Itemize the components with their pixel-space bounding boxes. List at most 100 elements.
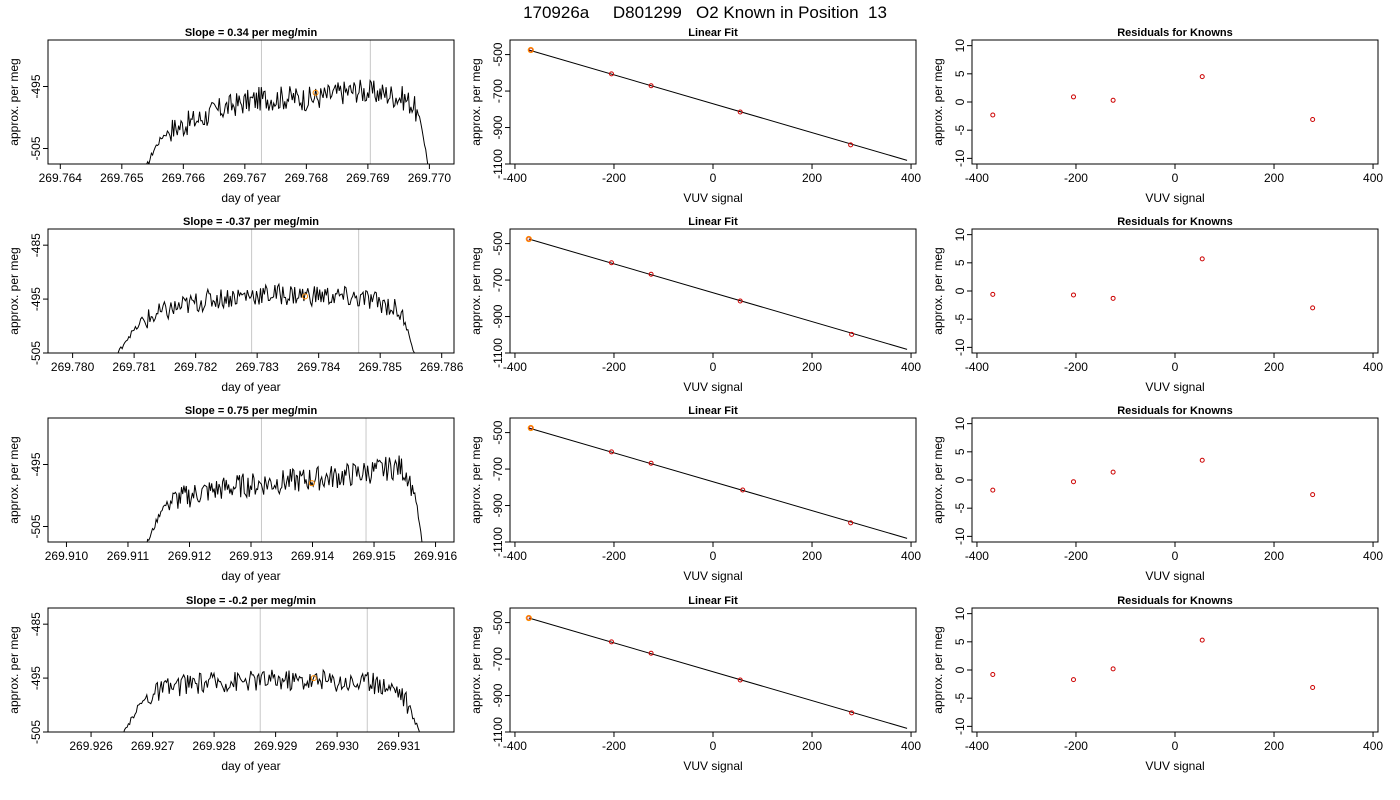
plot-area [525, 614, 908, 729]
data-point [1310, 492, 1316, 498]
y-tick-label: -495 [29, 74, 43, 98]
data-point [737, 109, 743, 115]
x-tick-label: 200 [802, 739, 822, 753]
data-point [1110, 469, 1116, 475]
x-tick-label: 269.926 [69, 739, 113, 753]
panel-title: Slope = -0.37 per meg/min [183, 216, 319, 228]
x-tick-label: -400 [503, 549, 527, 563]
panel-5: Linear Fit -400 -200 0 200 400 -500 -700 -900 -11… [469, 216, 921, 394]
x-axis-label: VUV signal [1145, 569, 1204, 583]
y-axis-label: approx. per meg [931, 436, 945, 523]
x-axis-label: VUV signal [683, 569, 742, 583]
x-tick-label: 269.928 [192, 739, 236, 753]
x-tick-label: -400 [965, 171, 989, 185]
data-point [1199, 457, 1205, 463]
panels: Slope = 0.34 per meg/min 269.764 269.765 26… [7, 27, 1383, 773]
data-point [740, 487, 746, 493]
data-point [849, 331, 855, 337]
data-point [648, 83, 654, 89]
x-tick-label: 269.931 [377, 739, 421, 753]
plot-frame [971, 39, 1379, 165]
x-axis-label: day of year [221, 380, 280, 394]
highlight-point [525, 614, 532, 622]
y-tick-label: -700 [491, 268, 505, 292]
plot-area [527, 424, 908, 539]
x-tick-label: -200 [1064, 549, 1088, 563]
plot-area [990, 256, 1316, 311]
y-tick-label: -900 [491, 683, 505, 707]
plot-frame [971, 417, 1379, 543]
x-tick-label: 269.914 [291, 549, 335, 563]
x-tick-label: 0 [710, 739, 717, 753]
y-axis-label: approx. per meg [7, 58, 21, 145]
x-tick-label: -200 [1064, 171, 1088, 185]
y-axis-label: approx. per meg [7, 247, 21, 334]
series-line [146, 79, 429, 164]
data-point [1071, 479, 1076, 485]
plot-frame [971, 607, 1379, 733]
y-tick-label: 0 [953, 666, 967, 673]
plot-area [990, 74, 1316, 122]
x-tick-label: -400 [965, 739, 989, 753]
y-tick-label: -5 [953, 314, 967, 325]
panel-title: Slope = 0.34 per meg/min [185, 27, 318, 39]
panel-1: Slope = 0.34 per meg/min 269.764 269.765 26… [7, 27, 455, 205]
data-point [609, 449, 614, 455]
data-point [848, 520, 854, 526]
data-point [1071, 292, 1076, 298]
plot-area [123, 608, 421, 732]
x-tick-label: 0 [1172, 171, 1179, 185]
data-point [1071, 677, 1076, 683]
y-tick-label: -485 [29, 233, 43, 257]
panel-2: Linear Fit -400 -200 0 200 400 -500 -700 -900 -11… [469, 27, 921, 205]
x-tick-label: 400 [901, 549, 921, 563]
x-tick-label: 200 [1264, 171, 1284, 185]
x-axis-label: VUV signal [1145, 759, 1204, 773]
data-point [1199, 256, 1205, 262]
y-tick-label: 10 [953, 417, 967, 431]
x-tick-label: 269.781 [112, 360, 156, 374]
x-axis-label: day of year [221, 191, 280, 205]
y-tick-label: -505 [29, 136, 43, 160]
x-tick-label: 400 [1363, 171, 1383, 185]
panel-11: Linear Fit -400 -200 0 200 400 -500 -700 -900 -11… [469, 595, 921, 773]
y-tick-label: -500 [491, 42, 505, 66]
panel-8: Linear Fit -400 -200 0 200 400 -500 -700 -900 -11… [469, 405, 921, 583]
y-axis-label: approx. per meg [931, 247, 945, 334]
x-tick-label: 400 [1363, 739, 1383, 753]
x-tick-label: 269.927 [131, 739, 175, 753]
x-tick-label: 400 [901, 360, 921, 374]
x-tick-label: -200 [602, 171, 626, 185]
y-tick-label: 10 [953, 39, 967, 53]
data-point [648, 460, 654, 466]
x-tick-label: -200 [1064, 360, 1088, 374]
data-point [849, 710, 855, 716]
panel-title: Linear Fit [688, 405, 738, 417]
data-point [990, 487, 996, 493]
plot-frame [509, 228, 917, 354]
y-tick-label: -500 [491, 610, 505, 634]
y-tick-label: -505 [29, 341, 43, 365]
x-tick-label: -200 [602, 360, 626, 374]
x-tick-label: 269.768 [285, 171, 329, 185]
y-tick-label: -1100 [491, 338, 505, 368]
data-point [609, 639, 614, 645]
y-tick-label: -495 [29, 452, 43, 476]
y-axis-label: approx. per meg [7, 626, 21, 713]
data-point [990, 112, 996, 118]
plot-area [990, 637, 1316, 690]
x-tick-label: 269.910 [45, 549, 89, 563]
plot-frame [47, 607, 455, 733]
x-tick-label: 269.930 [315, 739, 359, 753]
y-tick-label: 0 [953, 98, 967, 105]
series-line [123, 668, 421, 732]
x-tick-label: 269.767 [223, 171, 267, 185]
y-tick-label: 5 [953, 638, 967, 645]
y-tick-label: -900 [491, 493, 505, 517]
y-axis-label: approx. per meg [931, 58, 945, 145]
x-tick-label: 200 [1264, 360, 1284, 374]
data-point [1110, 97, 1116, 103]
x-tick-label: 269.764 [39, 171, 83, 185]
y-axis-label: approx. per meg [469, 247, 483, 334]
x-tick-label: 269.785 [358, 360, 402, 374]
